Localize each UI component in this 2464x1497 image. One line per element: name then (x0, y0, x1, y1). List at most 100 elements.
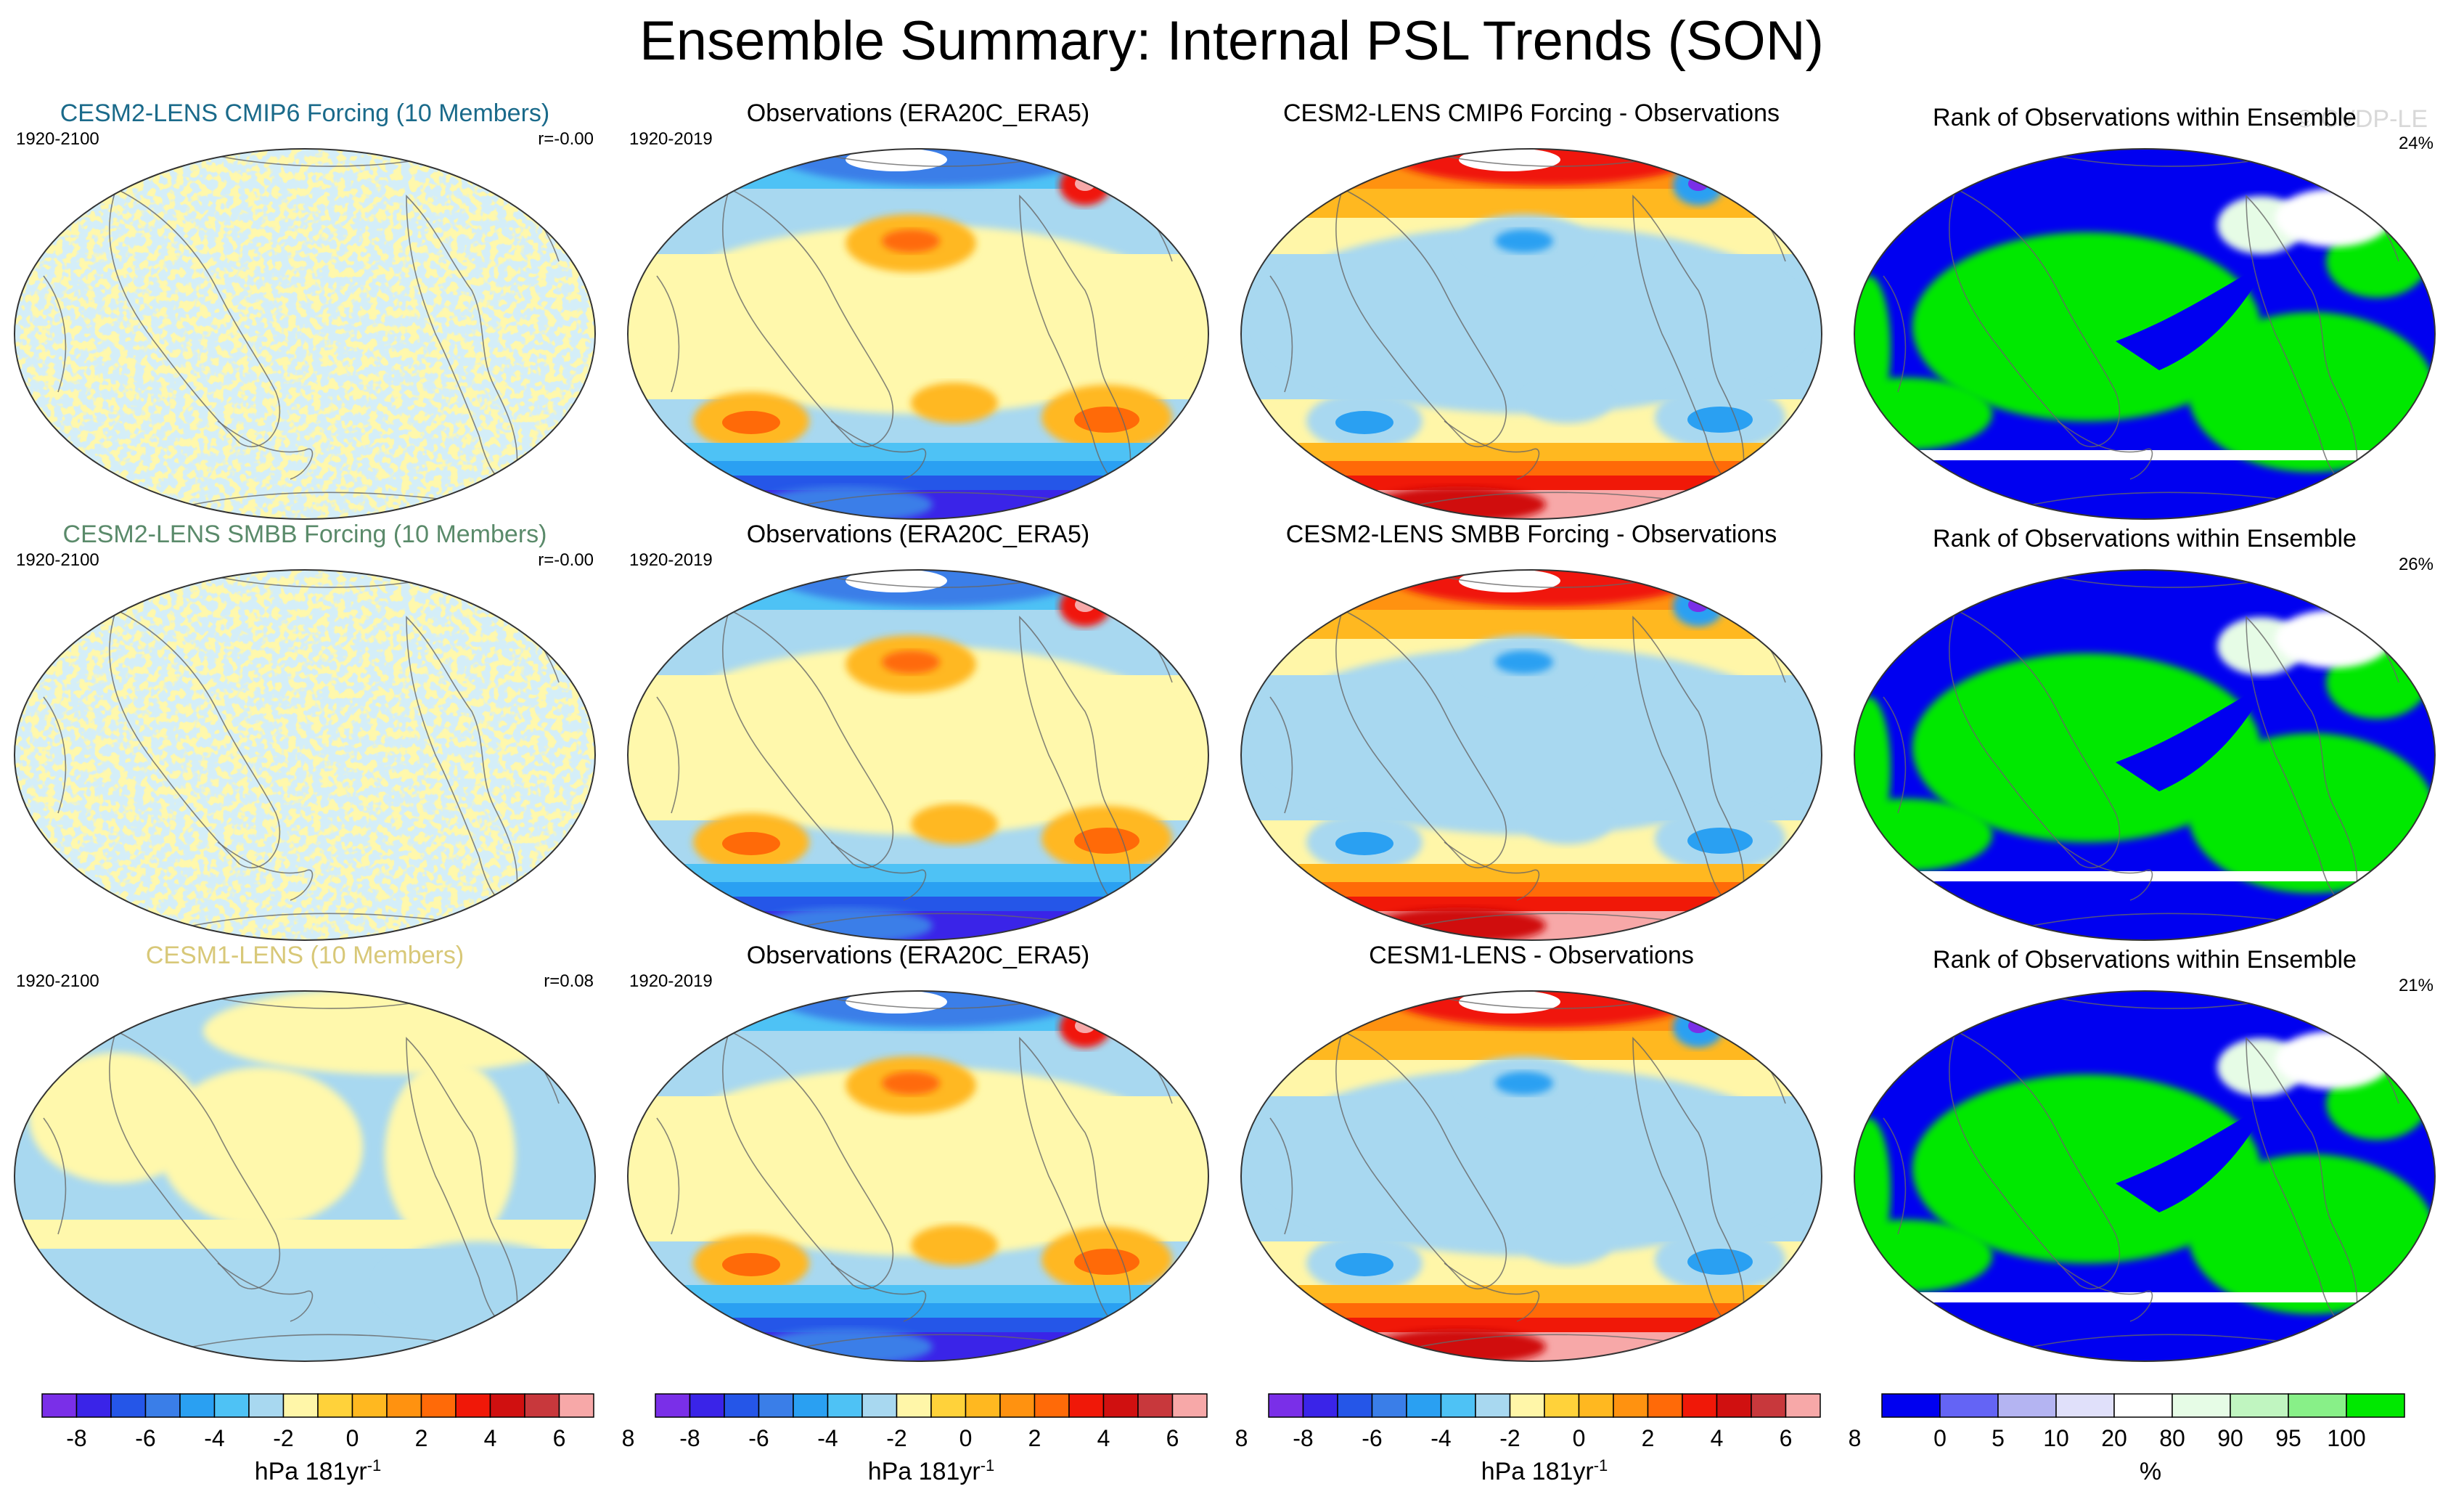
colorbar-swatch (455, 1393, 491, 1418)
pattern-correlation: r=-0.00 (538, 550, 594, 570)
colorbar-swatch (2230, 1393, 2289, 1418)
map-panel-rank-row-1: Rank of Observations within Ensemble 24% (1854, 104, 2436, 520)
colorbar-swatch (930, 1393, 967, 1418)
map-panel-diff-row-2: CESM2-LENS SMBB Forcing - Observations (1240, 521, 1822, 941)
colorbar-swatch (1647, 1393, 1683, 1418)
panel-period: 1920-2019 (629, 129, 713, 149)
panel-period: 1920-2019 (629, 550, 713, 570)
colorbar-tick-label: 20 (2101, 1425, 2127, 1451)
panel-period: 1920-2100 (16, 971, 99, 991)
colorbar-swatch (1302, 1393, 1338, 1418)
colorbar-swatch (965, 1393, 1001, 1418)
colorbar-swatch (689, 1393, 725, 1418)
map-panel-model-row-3: CESM1-LENS (10 Members) 1920-2100 r=0.08 (14, 942, 596, 1362)
colorbar-swatch (1544, 1393, 1580, 1418)
colorbar-swatch (2113, 1393, 2173, 1418)
colorbar-rank: 0 5 10 20 80 90 95 100% (1881, 1393, 2405, 1485)
panel-title-difference: CESM1-LENS - Observations (1369, 942, 1694, 969)
colorbar-swatch (248, 1393, 285, 1418)
colorbar-swatch (1137, 1393, 1174, 1418)
map-panel-model-row-2: CESM2-LENS SMBB Forcing (10 Members)1920… (14, 521, 596, 941)
colorbar-tick-label: 2 (415, 1425, 428, 1451)
panel-period: 1920-2100 (16, 129, 99, 149)
colorbar-swatch (896, 1393, 932, 1418)
colorbar-swatch (1475, 1393, 1511, 1418)
panel-title-rank: Rank of Observations within Ensemble (1933, 104, 2357, 131)
colorbar-swatch (827, 1393, 863, 1418)
colorbar-swatch (1268, 1393, 1304, 1418)
panel-title-difference: CESM2-LENS CMIP6 Forcing - Observations (1283, 99, 1780, 127)
colorbar-tick-label: 4 (484, 1425, 497, 1451)
colorbar-swatch (489, 1393, 525, 1418)
panel-title-rank: Rank of Observations within Ensemble (1933, 946, 2357, 974)
colorbar-swatch (1406, 1393, 1442, 1418)
colorbar-swatch (1939, 1393, 1999, 1418)
pattern-correlation: r=0.08 (544, 971, 594, 991)
rank-percent: 21% (2399, 976, 2434, 995)
colorbar-tick-label: 4 (1097, 1425, 1110, 1451)
colorbar-unit-label: hPa 181yr-1 (1481, 1456, 1608, 1486)
colorbar-tick-label: -8 (1293, 1425, 1313, 1451)
colorbar-tick-label: -6 (135, 1425, 155, 1451)
colorbar-swatch (1171, 1393, 1208, 1418)
colorbar-swatch (1578, 1393, 1614, 1418)
panel-title-rank: Rank of Observations within Ensemble (1933, 525, 2357, 552)
map-panels: CESM2-LENS CMIP6 Forcing (10 Members)192… (14, 99, 2436, 1362)
rank-percent: 24% (2399, 134, 2434, 153)
colorbar-tick-label: -4 (1430, 1425, 1451, 1451)
colorbar-psl: -8 -6 -4 -2 0 2 4 6 8 hPa 181yr-1 (655, 1393, 1248, 1485)
panel-title-model: CESM2-LENS SMBB Forcing (10 Members) (63, 521, 547, 548)
colorbar-swatch (282, 1393, 319, 1418)
colorbar-swatch (793, 1393, 829, 1418)
colorbar-swatch (1751, 1393, 1787, 1418)
colorbar-psl: -8 -6 -4 -2 0 2 4 6 8 hPa 181yr-1 (1268, 1393, 1862, 1486)
colorbar-tick-label: 8 (622, 1425, 635, 1451)
colorbar-swatch (420, 1393, 457, 1418)
colorbar-tick-label: -2 (273, 1425, 293, 1451)
colorbar-tick-label: 0 (346, 1425, 359, 1451)
colorbar-swatch (524, 1393, 560, 1418)
colorbar-swatch (1034, 1393, 1070, 1418)
colorbar-tick-label: 0 (959, 1425, 973, 1451)
colorbar-swatch (1881, 1393, 1941, 1418)
colorbar-tick-label: 95 (2275, 1425, 2301, 1451)
colorbar-tick-label: -6 (1362, 1425, 1382, 1451)
colorbar-tick-label: -8 (66, 1425, 86, 1451)
panel-title-difference: CESM2-LENS SMBB Forcing - Observations (1286, 521, 1777, 548)
colorbar-swatch (1337, 1393, 1373, 1418)
colorbar-tick-label: 6 (1166, 1425, 1179, 1451)
map-panel-obs-row-2: Observations (ERA20C_ERA5) 1920-2019 (627, 521, 1209, 941)
colorbar-swatch (1613, 1393, 1649, 1418)
colorbar-swatch (2055, 1393, 2115, 1418)
colorbar-tick-label: 90 (2217, 1425, 2243, 1451)
panel-period: 1920-2019 (629, 971, 713, 991)
colorbar-swatch (2172, 1393, 2231, 1418)
colorbar-tick-label: 0 (1933, 1425, 1947, 1451)
map-panel-obs-row-3: Observations (ERA20C_ERA5) 1920-2019 (627, 942, 1209, 1362)
colorbars: -8 -6 -4 -2 0 2 4 6 8 hPa 181yr-1 -8 -6 -4 -2 0 2 4 6 8 hPa… (41, 1393, 2405, 1486)
colorbar-tick-label: 0 (1573, 1425, 1586, 1451)
colorbar-psl: -8 -6 -4 -2 0 2 4 6 8 hPa 181yr-1 (41, 1393, 635, 1485)
colorbar-tick-label: 8 (1849, 1425, 1862, 1451)
colorbar-swatch (1716, 1393, 1752, 1418)
panel-title-observations: Observations (ERA20C_ERA5) (747, 942, 1089, 969)
rank-percent: 26% (2399, 555, 2434, 574)
figure-title: Ensemble Summary: Internal PSL Trends (S… (639, 10, 1824, 72)
map-panel-rank-row-3: Rank of Observations within Ensemble 21% (1854, 946, 2436, 1362)
colorbar-swatch (2346, 1393, 2405, 1418)
colorbar-swatch (558, 1393, 594, 1418)
colorbar-tick-label: -4 (204, 1425, 224, 1451)
colorbar-swatch (1509, 1393, 1545, 1418)
colorbar-swatch (144, 1393, 181, 1418)
panel-title-observations: Observations (ERA20C_ERA5) (747, 99, 1089, 127)
colorbar-unit-label: % (2140, 1458, 2161, 1485)
colorbar-swatch (110, 1393, 147, 1418)
watermark: © CVDP-LE (2296, 105, 2428, 133)
colorbar-tick-label: -6 (748, 1425, 769, 1451)
colorbar-swatch (724, 1393, 760, 1418)
colorbar-tick-label: 6 (1780, 1425, 1793, 1451)
colorbar-tick-label: 6 (553, 1425, 566, 1451)
colorbar-swatch (1102, 1393, 1139, 1418)
colorbar-tick-label: 80 (2159, 1425, 2185, 1451)
